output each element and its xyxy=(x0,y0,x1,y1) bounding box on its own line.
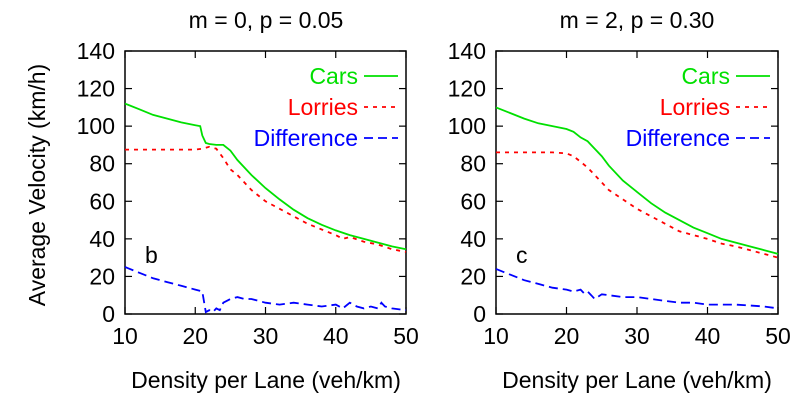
series-layer xyxy=(124,102,407,314)
y-tick-label: 120 xyxy=(77,76,115,102)
legend-label: Difference xyxy=(254,125,358,151)
panel-label: c xyxy=(516,242,528,268)
x-tick-label: 10 xyxy=(112,323,138,349)
x-tick-label: 10 xyxy=(483,323,509,349)
y-tick-label: 60 xyxy=(460,188,486,214)
y-tick-label: 120 xyxy=(448,76,486,102)
y-axis-label: Average Velocity (km/h) xyxy=(24,64,50,306)
x-tick-label: 20 xyxy=(182,323,208,349)
chart-panel-right: m = 2, p = 0.30 Density per Lane (veh/km… xyxy=(448,7,791,393)
legend-label: Cars xyxy=(681,63,730,89)
legend-label: Cars xyxy=(309,63,358,89)
axis-ticks: 10 20 30 40 50 0 20 40 60 80 100 120 140 xyxy=(448,38,791,349)
panel-label: b xyxy=(145,242,158,268)
y-tick-label: 20 xyxy=(460,263,486,289)
y-tick-label: 20 xyxy=(89,263,115,289)
x-axis-label: Density per Lane (veh/km) xyxy=(131,367,401,393)
series-layer xyxy=(495,106,779,310)
series-line-lorries xyxy=(496,151,779,259)
chart-title: m = 0, p = 0.05 xyxy=(189,7,344,33)
y-tick-label: 40 xyxy=(460,226,486,252)
legend: Cars Lorries Difference xyxy=(626,63,770,151)
x-tick-label: 50 xyxy=(765,323,791,349)
legend-label: Lorries xyxy=(660,94,730,120)
legend: Cars Lorries Difference xyxy=(254,63,398,151)
axis-ticks: 10 20 30 40 50 0 20 40 60 80 100 120 140 xyxy=(77,38,419,349)
x-tick-label: 30 xyxy=(624,323,650,349)
x-tick-label: 40 xyxy=(323,323,349,349)
x-tick-label: 30 xyxy=(253,323,279,349)
legend-label: Lorries xyxy=(288,94,358,120)
plot-frame xyxy=(495,50,779,315)
y-tick-label: 140 xyxy=(77,38,115,64)
y-tick-label: 60 xyxy=(89,188,115,214)
x-tick-label: 50 xyxy=(393,323,419,349)
y-tick-label: 0 xyxy=(102,301,115,327)
y-tick-label: 40 xyxy=(89,226,115,252)
chart-panel-left: m = 0, p = 0.05 Average Velocity (km/h) … xyxy=(24,7,419,393)
y-tick-label: 100 xyxy=(77,113,115,139)
y-tick-label: 80 xyxy=(89,151,115,177)
y-tick-label: 80 xyxy=(460,151,486,177)
x-tick-label: 20 xyxy=(554,323,580,349)
x-tick-label: 40 xyxy=(695,323,721,349)
y-tick-label: 0 xyxy=(473,301,486,327)
series-line-cars xyxy=(124,102,407,251)
x-axis-label: Density per Lane (veh/km) xyxy=(502,367,772,393)
y-tick-label: 100 xyxy=(448,113,486,139)
chart-title: m = 2, p = 0.30 xyxy=(560,7,715,33)
series-line-lorries xyxy=(125,145,407,253)
y-tick-label: 140 xyxy=(448,38,486,64)
series-line-difference xyxy=(495,268,779,310)
legend-label: Difference xyxy=(626,125,730,151)
series-line-cars xyxy=(495,106,779,255)
series-line-difference xyxy=(124,266,407,314)
plot-frame xyxy=(124,50,407,315)
